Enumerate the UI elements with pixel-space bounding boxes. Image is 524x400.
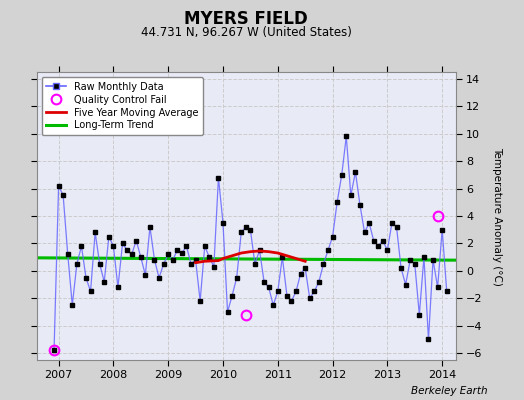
Text: MYERS FIELD: MYERS FIELD [184,10,308,28]
Y-axis label: Temperature Anomaly (°C): Temperature Anomaly (°C) [492,146,502,286]
Text: 44.731 N, 96.267 W (United States): 44.731 N, 96.267 W (United States) [141,26,352,39]
Legend: Raw Monthly Data, Quality Control Fail, Five Year Moving Average, Long-Term Tren: Raw Monthly Data, Quality Control Fail, … [41,77,203,135]
Text: Berkeley Earth: Berkeley Earth [411,386,487,396]
